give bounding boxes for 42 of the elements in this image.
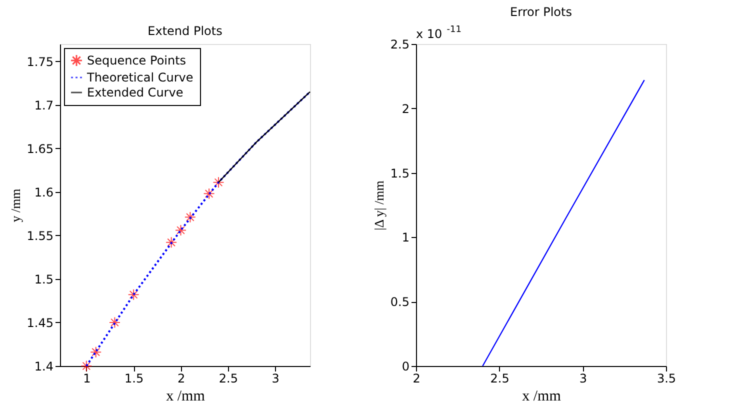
y-tick-label: 0 (402, 360, 410, 374)
y-tick-label: 0.5 (390, 295, 410, 310)
y-tick-label: 2.5 (390, 38, 410, 52)
legend-label: Extended Curve (87, 86, 184, 100)
y-tick-label: 1.5 (34, 272, 54, 286)
x-axis-title: x /mm (166, 388, 206, 404)
point (128, 288, 140, 300)
point (212, 176, 224, 188)
point (108, 316, 120, 328)
y-tick-label: 1.7 (34, 98, 54, 112)
point (166, 236, 178, 248)
y-tick-label: 1.55 (26, 228, 54, 243)
x-tick-label: 1.5 (124, 372, 144, 386)
legend-label: Theoretical Curve (86, 70, 194, 84)
x-tick-label: 2.5 (490, 372, 510, 386)
text: x 10-11 (416, 25, 462, 41)
point (80, 360, 92, 372)
chart-title: Extend Plots (148, 24, 222, 38)
x-tick-label: 2.5 (218, 372, 238, 386)
y-tick-label: 1.5 (390, 166, 410, 180)
x-tick-label: 3.5 (656, 372, 676, 386)
y-tick-label: 1.4 (34, 360, 54, 374)
y-tick-label: 2 (402, 102, 410, 116)
y-tick-label: 1.6 (34, 185, 54, 200)
point (175, 224, 186, 236)
y-tick-label: 1.75 (26, 54, 54, 69)
y-tick-label: 1 (402, 230, 410, 245)
x-tick-label: 3 (579, 372, 587, 386)
x-axis-title: x /mm (522, 388, 562, 404)
x-tick-label: 2 (412, 372, 420, 386)
point (203, 188, 215, 200)
x-tick-label: 3 (272, 372, 280, 386)
x-tick-label: 2 (177, 372, 186, 386)
x-tick-label: 1 (83, 372, 91, 386)
point (90, 346, 102, 358)
y-tick-label: 1.65 (26, 142, 54, 156)
legend-label: Sequence Points (87, 54, 186, 68)
y-axis-title: |Δ y| /mm (371, 180, 386, 230)
chart-title: Error Plots (510, 5, 572, 19)
y-axis-title: y /mm (8, 188, 23, 222)
y-tick-label: 1.45 (26, 316, 54, 330)
point (184, 211, 196, 223)
